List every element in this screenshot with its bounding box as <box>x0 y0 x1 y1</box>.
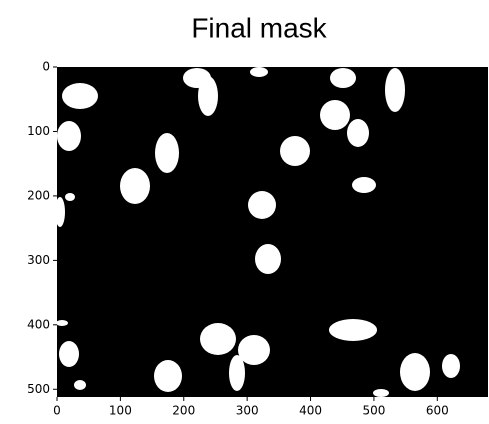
blob <box>56 320 68 326</box>
blob <box>255 244 281 274</box>
blob <box>248 191 276 219</box>
blob <box>62 83 98 109</box>
y-tick-label: 500 <box>27 382 50 396</box>
blob <box>59 341 79 367</box>
blob <box>120 168 150 204</box>
blob <box>320 100 350 130</box>
blob <box>442 354 460 378</box>
blob <box>347 119 369 147</box>
x-tick-label: 100 <box>109 404 132 418</box>
blob <box>385 68 405 112</box>
blob <box>250 67 268 77</box>
blob <box>238 335 270 365</box>
blob <box>74 380 86 390</box>
blob <box>198 76 218 116</box>
y-tick-label: 400 <box>27 317 50 331</box>
x-tick-label: 600 <box>426 404 449 418</box>
blob <box>65 193 75 201</box>
mask-image <box>57 67 488 397</box>
chart: Final mask 0 100 200 300 400 500 600 0 100 200 300… <box>0 0 489 424</box>
blob <box>352 177 376 193</box>
blob <box>55 197 65 227</box>
x-tick-label: 500 <box>362 404 385 418</box>
blob <box>57 121 81 151</box>
blob <box>229 355 245 391</box>
x-tick-label: 0 <box>53 404 61 418</box>
blob <box>155 133 179 173</box>
x-tick-label: 400 <box>299 404 322 418</box>
blob <box>330 68 356 88</box>
y-tick-label: 200 <box>27 188 50 202</box>
y-tick-label: 100 <box>27 124 50 138</box>
x-tick-label: 300 <box>236 404 259 418</box>
x-tick-label: 200 <box>172 404 195 418</box>
blob <box>200 323 236 355</box>
blob <box>400 353 430 391</box>
blob <box>280 136 310 166</box>
blob <box>154 360 182 392</box>
blob <box>373 389 389 397</box>
blob <box>329 319 377 341</box>
y-tick-label: 0 <box>42 60 50 74</box>
chart-title: Final mask <box>191 12 327 43</box>
y-tick-label: 300 <box>27 253 50 267</box>
